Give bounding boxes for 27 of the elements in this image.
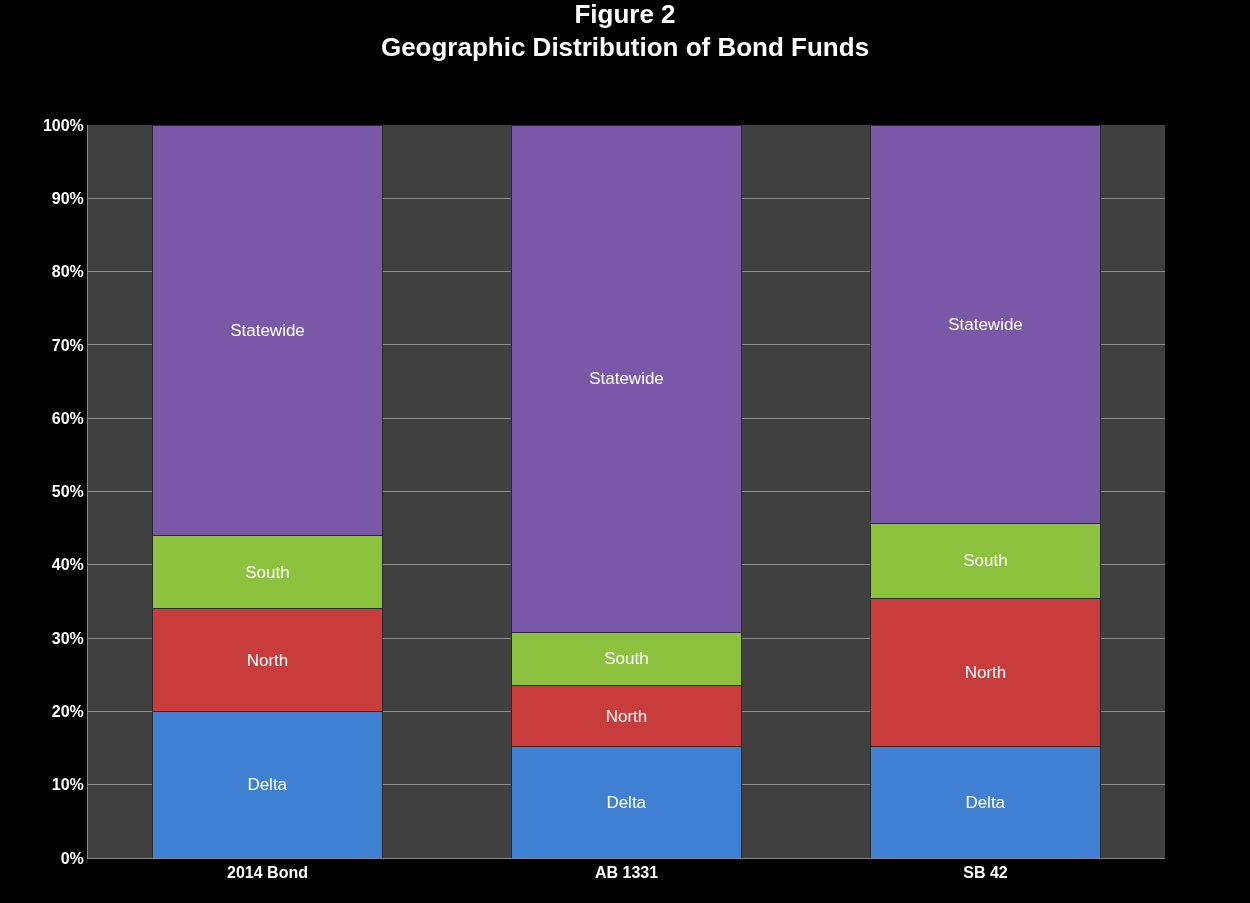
series-label: South	[604, 649, 649, 669]
y-tick-label: 10%	[51, 776, 84, 794]
y-tick-label: 20%	[51, 703, 84, 720]
text: Delta	[247, 775, 288, 795]
text: South	[245, 562, 290, 582]
text: Statewide	[230, 320, 305, 340]
series-label: Delta	[606, 792, 647, 812]
x-tick-label: 2014 Bond	[227, 864, 308, 882]
y-tick-label: 60%	[51, 409, 84, 427]
text: South	[963, 551, 1008, 571]
text: Delta	[965, 792, 1006, 812]
text: North	[246, 650, 289, 670]
text: North	[964, 663, 1007, 683]
y-tick-label: 80%	[51, 263, 84, 281]
y-tick-label: 0%	[60, 849, 84, 867]
y-tick-label: 50%	[51, 483, 84, 501]
y-tick-label: 40%	[51, 556, 84, 574]
chart-title: Figure 2 Geographic Distribution of Bond Funds	[380, 0, 870, 63]
y-tick-label: 70%	[51, 336, 84, 354]
x-tick-label: SB 42	[963, 864, 1008, 882]
y-tick-label: 90%	[51, 189, 84, 207]
y-tick-label: 30%	[51, 629, 84, 647]
series-label: Statewide	[589, 369, 664, 389]
y-tick-label: 100%	[42, 116, 84, 134]
x-tick-label: AB 1331	[594, 864, 659, 882]
series-label: North	[605, 706, 648, 726]
text: Statewide	[948, 314, 1023, 334]
